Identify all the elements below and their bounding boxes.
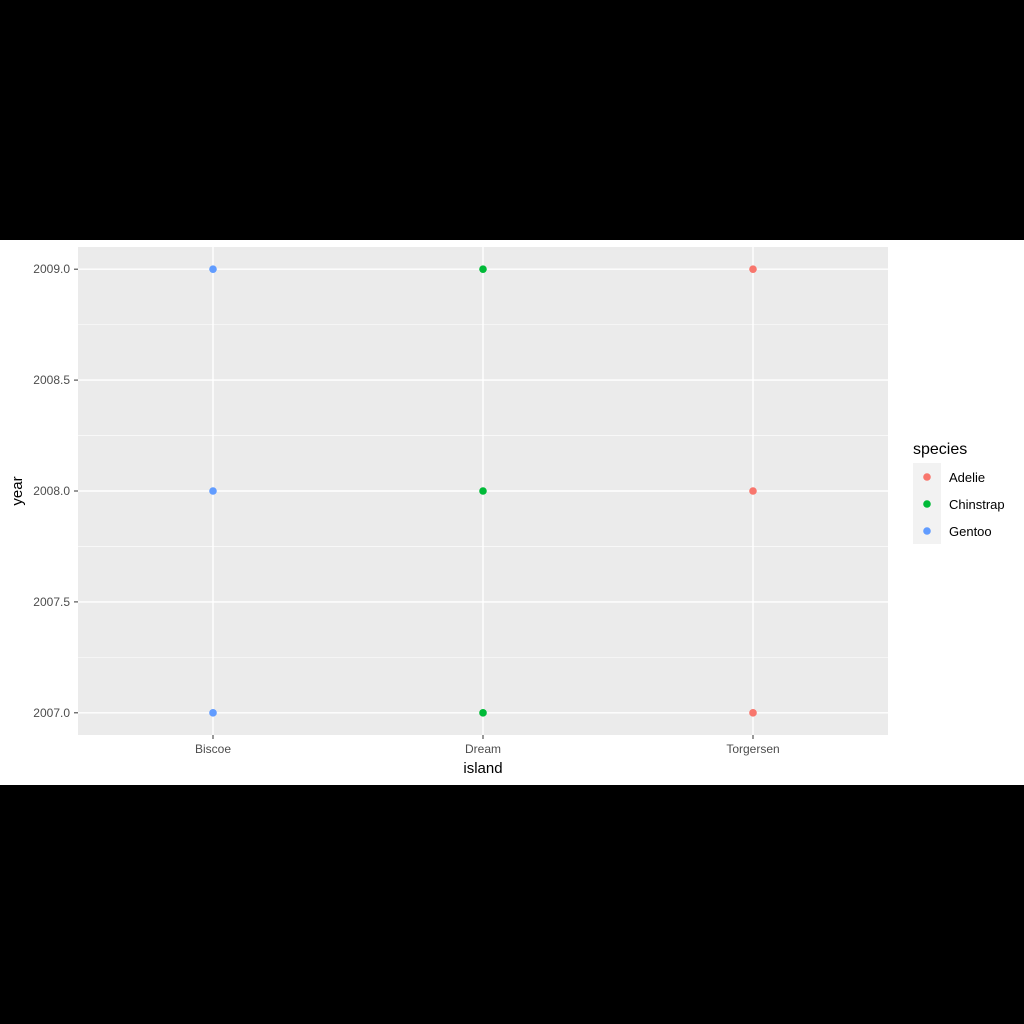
data-point-adelie [749,709,757,717]
chart-svg: 2007.0 2007.5 2008.0 2008.5 2009.0 Biscoe Dre… [9,247,1005,777]
y-tick-label: 2007.0 [33,706,70,720]
data-point-gentoo [209,709,217,717]
x-axis-title: island [463,760,502,777]
legend: species Adelie Chinstrap Gentoo [913,441,1005,544]
legend-label-adelie: Adelie [949,470,985,485]
x-tick-label: Dream [465,742,501,756]
x-axis-ticks: Biscoe Dream Torgersen [195,735,780,756]
data-point-adelie [749,487,757,495]
y-axis-ticks: 2007.0 2007.5 2008.0 2008.5 2009.0 [33,262,78,720]
x-tick-label: Torgersen [726,742,779,756]
data-point-chinstrap [479,709,487,717]
data-point-gentoo [209,487,217,495]
chart-canvas: 2007.0 2007.5 2008.0 2008.5 2009.0 Biscoe Dre… [0,240,1024,785]
data-point-chinstrap [479,265,487,273]
legend-label-chinstrap: Chinstrap [949,497,1005,512]
data-points [209,265,757,717]
legend-title: species [913,441,967,458]
y-tick-label: 2008.0 [33,484,70,498]
legend-label-gentoo: Gentoo [949,524,992,539]
legend-entries: Adelie Chinstrap Gentoo [923,470,1005,539]
data-point-gentoo [209,265,217,273]
y-tick-label: 2008.5 [33,373,70,387]
y-tick-label: 2009.0 [33,262,70,276]
data-point-adelie [749,265,757,273]
y-axis-title: year [9,476,26,505]
data-point-chinstrap [479,487,487,495]
y-tick-label: 2007.5 [33,595,70,609]
legend-key-gentoo [923,527,931,535]
legend-key-chinstrap [923,500,931,508]
x-tick-label: Biscoe [195,742,231,756]
legend-key-adelie [923,473,931,481]
